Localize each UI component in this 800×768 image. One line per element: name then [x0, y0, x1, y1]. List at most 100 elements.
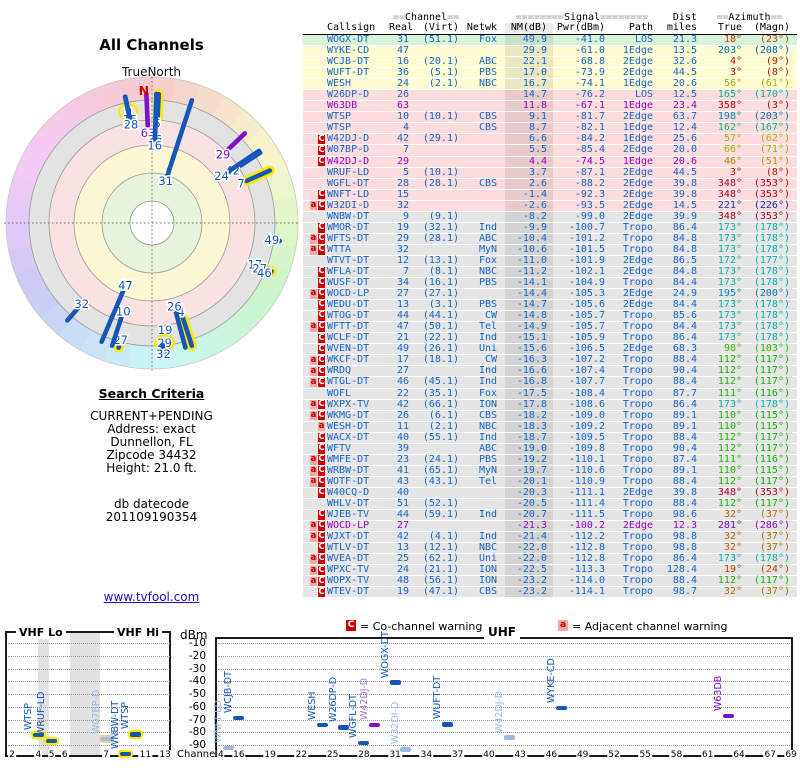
cell-pwr: -67.1: [574, 100, 605, 112]
cell-real: 7: [402, 265, 409, 277]
co-channel-badge: C: [318, 465, 325, 476]
dbm-tick-label: -40: [188, 675, 206, 688]
cell-true: 173°: [717, 310, 742, 322]
cell-miles: 12.3: [672, 520, 697, 532]
warning-cell: a: [303, 421, 325, 432]
compass-hue-ring-segment: [171, 338, 204, 368]
channel-tick-label: 2: [8, 750, 16, 760]
cell-magn: (9°): [765, 56, 790, 68]
table-row: a C WOCD-LP 27 (27.1) -14.4 -105.3 2Edge 24.9 195…: [303, 288, 797, 301]
cell-path: Tropo: [622, 464, 653, 476]
channel-tick-label: 19: [263, 750, 277, 760]
channel-marker-label: 7: [237, 176, 244, 190]
co-channel-badge: C: [318, 144, 325, 156]
station-marker: [441, 722, 453, 727]
warning-cell: [303, 123, 325, 133]
cell-path: 2Edge: [622, 520, 653, 532]
cell-true: 173°: [717, 321, 742, 333]
channel-tick-label: 34: [419, 750, 434, 760]
cell-miles: 32.6: [672, 56, 697, 68]
cell-pwr: -101.2: [568, 232, 605, 244]
cell-callsign: WACX-DT: [327, 431, 370, 443]
cell-pwr: -109.2: [568, 420, 605, 432]
cell-virt: (52.1): [422, 497, 459, 509]
cell-nm: -20.5: [505, 498, 553, 510]
cell-callsign: W42DJ-D: [327, 155, 370, 167]
cell-miles: 85.6: [672, 310, 697, 322]
table-row: C W07BP-D 7 5.5 -85.4 2Edge 20.0 66° (71°): [303, 144, 797, 157]
table-row: C WTEV-DT 19 (47.1) CBS -23.2 -114.1 Tropo 98.7 3…: [303, 586, 797, 599]
cell-virt: (22.1): [422, 332, 459, 344]
cell-miles: 44.5: [672, 67, 697, 79]
cell-pwr: -114.1: [568, 586, 605, 598]
cell-virt: (50.1): [422, 321, 459, 333]
cell-pwr: -41.0: [574, 34, 605, 45]
channel-tick-label: 67: [763, 750, 777, 760]
cell-path: Tropo: [622, 442, 653, 454]
table-row: a C WVEA-DT 25 (62.1) Uni -22.0 -112.8 Tropo 86.4…: [303, 553, 797, 566]
cell-miles: 20.6: [672, 155, 697, 167]
cell-netwk: [463, 134, 505, 144]
cell-miles: 86.4: [672, 332, 697, 344]
co-channel-badge: C: [318, 343, 325, 355]
cell-miles: 23.4: [672, 100, 697, 112]
warning-cell: C: [303, 267, 325, 277]
channel-tick-label: 37: [450, 750, 465, 760]
cell-pwr: -110.6: [568, 464, 605, 476]
cell-miles: 88.4: [672, 376, 697, 388]
station-label: WOGX-DT: [379, 630, 391, 678]
cell-nm: -20.3: [505, 487, 553, 498]
station-marker: [32, 732, 44, 738]
channel-tick-label: 7: [102, 750, 110, 760]
cell-magn: (178°): [753, 243, 790, 255]
gridline: [8, 694, 170, 695]
cell-true: 66°: [723, 144, 742, 156]
cell-nm: -19.7: [505, 465, 553, 476]
cell-netwk: Ind: [478, 431, 497, 443]
cell-real: 27: [396, 520, 409, 532]
co-channel-badge: C: [318, 575, 325, 587]
cell-miles: 84.4: [672, 277, 697, 289]
cell-miles: 84.8: [672, 232, 697, 244]
cell-callsign: WTTA: [327, 243, 352, 255]
co-channel-badge: C: [318, 487, 325, 498]
column-header-pwr: Pwr(dBm): [556, 22, 605, 33]
co-channel-badge: C: [318, 520, 325, 531]
cell-magn: (226°): [753, 199, 790, 211]
cell-path: 1Edge: [622, 155, 653, 167]
cell-pwr: -112.2: [568, 531, 605, 543]
cell-path: 2Edge: [622, 67, 653, 79]
station-marker: [337, 725, 349, 730]
cell-real: 13: [396, 542, 409, 554]
cell-virt: [415, 488, 463, 498]
truenorth-label: TrueNorth: [121, 65, 182, 79]
cell-real: 36: [396, 67, 409, 79]
cell-miles: 21.3: [672, 34, 697, 45]
cell-magn: (51°): [759, 155, 790, 167]
cell-miles: 39.9: [672, 210, 697, 222]
cell-netwk: NBC: [478, 265, 497, 277]
cell-true: 162°: [717, 122, 742, 134]
station-label: W42DJ-D: [494, 690, 506, 733]
tvfool-link-anchor[interactable]: www.tvfool.com: [103, 590, 200, 604]
cell-pwr: -88.2: [574, 177, 605, 189]
cell-callsign: W07BP-D: [327, 144, 370, 156]
cell-nm: 5.5: [505, 145, 553, 156]
cell-magn: (178°): [753, 321, 790, 333]
cell-miles: 24.9: [672, 288, 697, 300]
cell-netwk: CW: [484, 310, 497, 322]
cell-miles: 90.4: [672, 442, 697, 454]
cell-true: 173°: [717, 332, 742, 344]
cell-nm: 2.6: [505, 178, 553, 189]
cell-path: 2Edge: [622, 166, 653, 178]
cell-real: 32: [396, 243, 409, 255]
co-channel-badge: C: [318, 288, 325, 299]
table-row: C WTOG-DT 44 (44.1) CW -14.8 -105.7 Tropo 85.6 17…: [303, 310, 797, 323]
cell-virt: (21.1): [422, 564, 459, 576]
cell-netwk: [463, 168, 505, 178]
channel-tick-label: 55: [638, 750, 652, 760]
cell-callsign: WTSP: [327, 122, 352, 134]
search-criteria-block: CURRENT+PENDING Address: exact Dunnellon…: [0, 410, 303, 475]
